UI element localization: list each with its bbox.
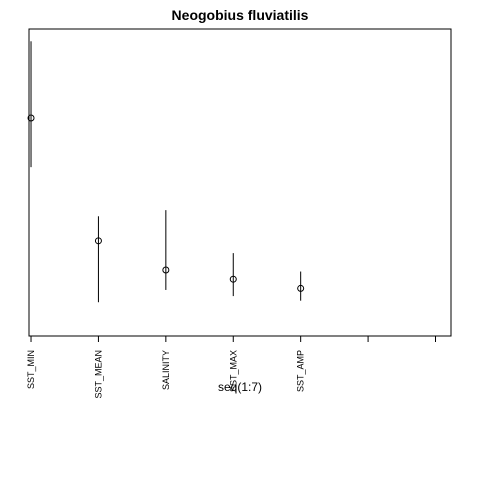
chart-title: Neogobius fluviatilis: [172, 7, 309, 23]
data-point: [27, 114, 35, 122]
data-point: [229, 275, 237, 283]
x-tick-label: SST_MAX: [228, 350, 238, 392]
data-point: [162, 266, 170, 274]
data-point: [297, 284, 305, 292]
x-axis: SST_MIN SST_MEAN SALINITY SST_MAX SST_AMP: [26, 335, 436, 399]
x-tick-label: SST_MEAN: [93, 350, 103, 399]
x-axis-label: seq(1:7): [218, 380, 262, 394]
x-tick-label: SST_MIN: [26, 350, 36, 389]
plot-frame: [28, 28, 452, 337]
x-tick-label: SALINITY: [161, 350, 171, 390]
x-tick-label: SST_AMP: [296, 350, 306, 392]
error-bars: [27, 41, 305, 303]
data-point: [94, 237, 102, 245]
